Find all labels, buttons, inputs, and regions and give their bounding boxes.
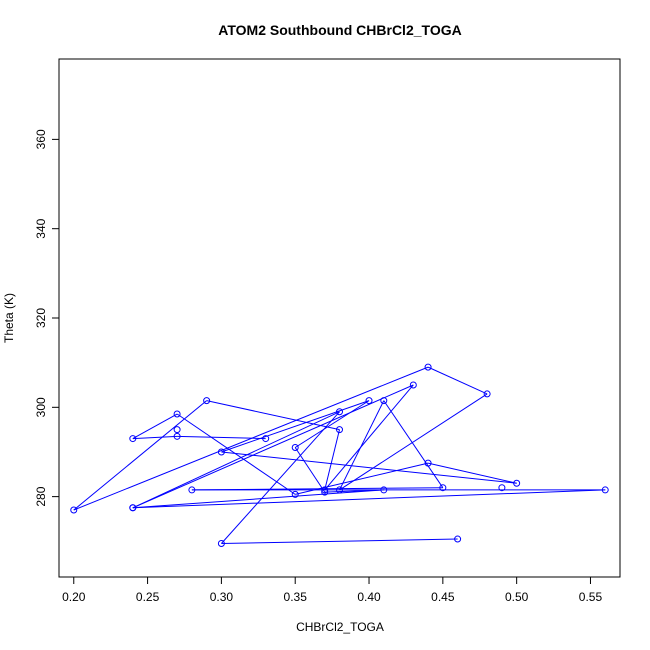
series-lines <box>73 366 606 545</box>
series-segment <box>324 489 384 493</box>
data-point <box>336 426 343 434</box>
plot-area-border <box>58 58 621 578</box>
series-segment <box>427 462 517 484</box>
x-tick-label: 0.50 <box>505 590 529 604</box>
data-point <box>217 540 225 548</box>
series-segment <box>294 400 370 448</box>
series-segment <box>324 429 340 491</box>
series-segment <box>206 400 340 431</box>
y-axis: 280 300 320 340 360 <box>34 129 60 507</box>
data-point <box>336 486 343 494</box>
x-tick-label: 0.40 <box>357 590 381 604</box>
series-segment <box>132 413 178 440</box>
x-axis: 0.20 0.25 0.30 0.35 0.40 0.45 0.50 0.55 <box>62 576 603 604</box>
data-point <box>173 410 181 418</box>
data-point <box>601 486 609 494</box>
data-point <box>291 444 299 451</box>
data-point <box>424 459 432 467</box>
series-segment <box>132 435 178 440</box>
series-segment <box>176 413 296 495</box>
series-points <box>70 363 609 548</box>
data-point <box>217 448 225 456</box>
series-segment <box>132 384 414 509</box>
series-segment <box>221 451 517 484</box>
y-tick-label: 340 <box>34 218 48 238</box>
series-segment <box>221 538 458 545</box>
series-segment <box>294 447 326 493</box>
data-point <box>380 486 388 494</box>
y-tick-label: 300 <box>34 397 48 417</box>
data-point <box>336 408 343 416</box>
x-tick-label: 0.55 <box>579 590 603 604</box>
data-point <box>173 432 181 440</box>
series-segment <box>324 384 414 491</box>
x-axis-label: CHBrCl2_TOGA <box>296 620 384 634</box>
series-segment <box>339 393 488 491</box>
data-point <box>513 479 521 487</box>
x-tick-label: 0.35 <box>284 590 308 604</box>
series-segment <box>132 489 384 509</box>
y-axis-label: Theta (K) <box>2 293 16 343</box>
series-segment <box>221 400 370 453</box>
data-point <box>188 486 196 494</box>
data-point <box>454 535 462 543</box>
x-tick-label: 0.20 <box>62 590 86 604</box>
x-tick-label: 0.25 <box>136 590 160 604</box>
data-point <box>262 435 270 443</box>
data-point <box>129 435 137 443</box>
chart-title: ATOM2 Southbound CHBrCl2_TOGA <box>218 22 461 38</box>
data-point <box>483 390 491 398</box>
data-point <box>173 426 181 434</box>
series-segment <box>132 489 606 509</box>
data-point <box>498 484 506 492</box>
data-point <box>409 381 417 389</box>
y-tick-label: 360 <box>34 129 48 149</box>
data-point <box>321 486 329 494</box>
y-tick-label: 280 <box>34 486 48 506</box>
data-point <box>380 397 388 405</box>
series-segment <box>383 400 444 488</box>
series-segment <box>221 411 340 544</box>
x-tick-label: 0.45 <box>431 590 455 604</box>
series-segment <box>73 400 207 511</box>
data-point <box>203 397 211 405</box>
data-point <box>321 488 329 496</box>
y-tick-label: 320 <box>34 308 48 328</box>
x-tick-label: 0.30 <box>210 590 234 604</box>
data-point <box>424 363 432 371</box>
data-point <box>129 504 137 512</box>
series-segment <box>427 366 488 395</box>
data-point <box>439 484 447 492</box>
data-point <box>365 397 373 405</box>
series-segment <box>295 462 429 495</box>
series-segment <box>339 400 385 491</box>
series-segment <box>177 435 266 440</box>
data-point <box>291 490 299 498</box>
series-segment <box>132 411 340 509</box>
data-point <box>70 506 78 514</box>
